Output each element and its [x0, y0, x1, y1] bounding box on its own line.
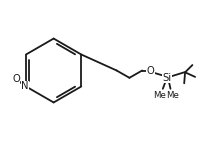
Text: N: N: [21, 81, 29, 92]
Text: Me: Me: [153, 91, 166, 100]
Text: Si: Si: [162, 73, 171, 83]
Text: O: O: [147, 66, 154, 75]
Text: O: O: [12, 74, 20, 84]
Text: Me: Me: [166, 91, 179, 100]
